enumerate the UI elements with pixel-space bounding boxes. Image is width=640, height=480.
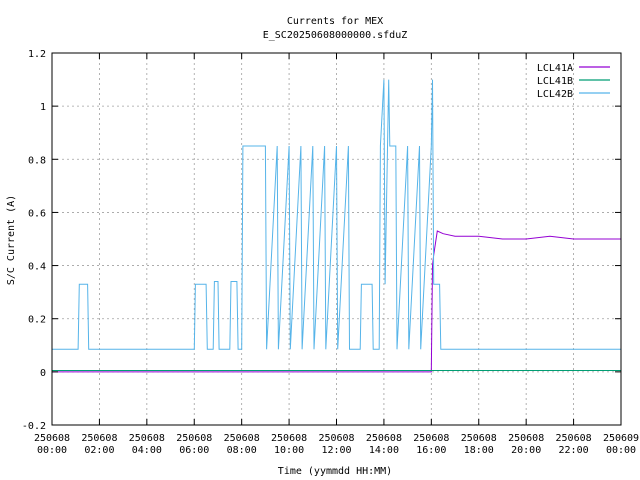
y-tick-label: 0.8 bbox=[28, 155, 46, 166]
series-line-lcl42b bbox=[52, 79, 621, 350]
legend-label: LCL41A bbox=[537, 63, 573, 74]
x-tick-label-date: 250608 bbox=[461, 433, 497, 444]
x-tick-label-time: 04:00 bbox=[132, 445, 162, 456]
x-tick-label-time: 02:00 bbox=[84, 445, 114, 456]
chart-subtitle: E_SC20250608000000.sfduZ bbox=[263, 30, 408, 41]
x-tick-label-time: 14:00 bbox=[369, 445, 399, 456]
grid bbox=[51, 52, 622, 426]
x-axis-label: Time (yymmdd HH:MM) bbox=[278, 466, 392, 477]
x-tick-label-time: 00:00 bbox=[606, 445, 636, 456]
x-tick-label-date: 250608 bbox=[508, 433, 544, 444]
y-tick-label: 1 bbox=[40, 102, 46, 113]
x-tick-label-date: 250608 bbox=[318, 433, 354, 444]
legend-label: LCL41B bbox=[537, 76, 573, 87]
x-tick-label-time: 22:00 bbox=[559, 445, 589, 456]
x-tick-label-time: 18:00 bbox=[464, 445, 494, 456]
x-tick-label-time: 10:00 bbox=[274, 445, 304, 456]
x-tick-label-date: 250608 bbox=[366, 433, 402, 444]
x-tick-label-date: 250608 bbox=[556, 433, 592, 444]
x-tick-label-time: 00:00 bbox=[37, 445, 67, 456]
series-lines bbox=[52, 79, 621, 373]
x-tick-label-date: 250608 bbox=[81, 433, 117, 444]
y-axis-label: S/C Current (A) bbox=[6, 195, 17, 285]
y-tick-label: -0.2 bbox=[22, 421, 46, 432]
legend-label: LCL42B bbox=[537, 89, 573, 100]
series-line-lcl41a bbox=[52, 230, 621, 373]
y-tick-label: 1.2 bbox=[28, 49, 46, 60]
y-tick-label: 0.2 bbox=[28, 315, 46, 326]
x-tick-label-date: 250608 bbox=[34, 433, 70, 444]
x-tick-label-date: 250609 bbox=[603, 433, 639, 444]
x-tick-label-time: 12:00 bbox=[321, 445, 351, 456]
y-tick-label: 0.4 bbox=[28, 262, 46, 273]
y-tick-label: 0 bbox=[40, 368, 46, 379]
y-tick-label: 0.6 bbox=[28, 208, 46, 219]
x-tick-label-date: 250608 bbox=[413, 433, 449, 444]
x-tick-label-date: 250608 bbox=[129, 433, 165, 444]
x-tick-label-date: 250608 bbox=[224, 433, 260, 444]
x-tick-label-time: 08:00 bbox=[227, 445, 257, 456]
x-tick-label-date: 250608 bbox=[271, 433, 307, 444]
x-tick-label-time: 06:00 bbox=[179, 445, 209, 456]
legend: LCL41A LCL41B LCL42B bbox=[537, 63, 610, 100]
axis-ticks: -0.200.20.40.60.811.225060800:0025060802… bbox=[22, 49, 639, 456]
x-tick-label-date: 250608 bbox=[176, 433, 212, 444]
x-tick-label-time: 16:00 bbox=[416, 445, 446, 456]
chart-title: Currents for MEX bbox=[287, 16, 383, 27]
x-tick-label-time: 20:00 bbox=[511, 445, 541, 456]
